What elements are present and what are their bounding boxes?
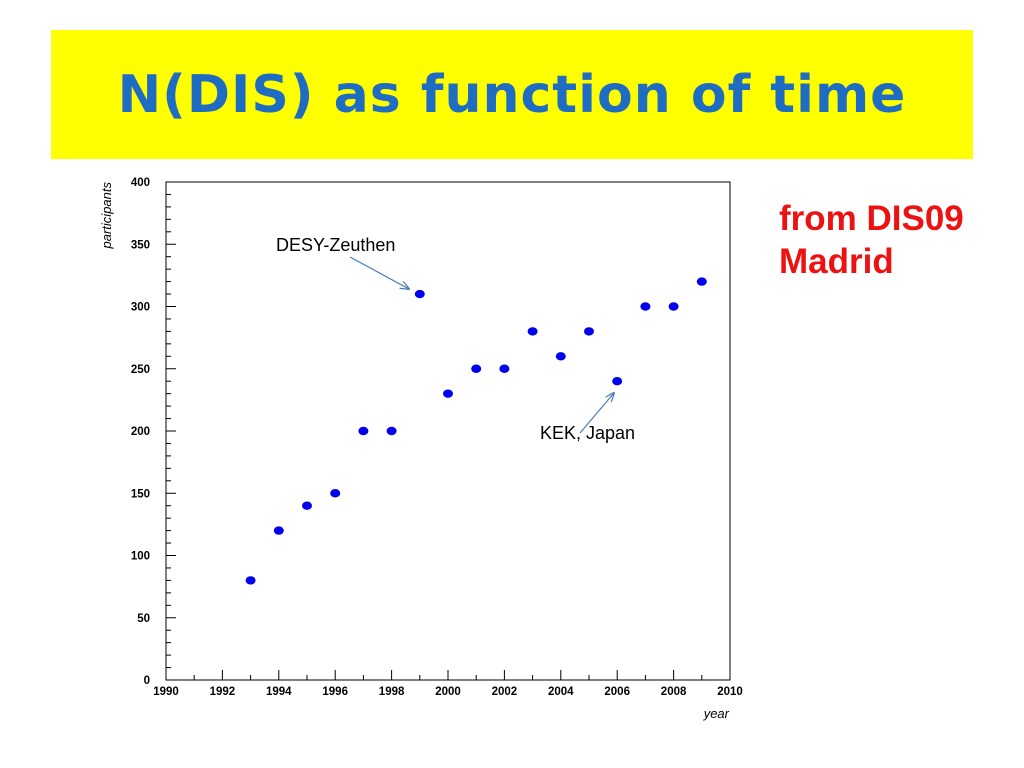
annotations: DESY-Zeuthen KEK, Japan <box>276 235 635 443</box>
tick-marks <box>165 181 731 681</box>
data-point <box>414 289 425 299</box>
x-tick-label: 2002 <box>492 686 518 698</box>
source-note-line-1: from DIS09 <box>779 199 964 238</box>
data-points <box>245 277 707 585</box>
data-point <box>273 526 284 535</box>
plot-frame <box>165 181 731 681</box>
x-tick-label: 2008 <box>661 686 687 698</box>
x-tick-label: 1992 <box>210 686 236 698</box>
data-point <box>640 302 651 311</box>
annotation-arrow-kek-japan <box>579 393 614 434</box>
y-axis-title: participants <box>99 182 114 250</box>
data-point <box>443 389 453 398</box>
y-tick-label: 50 <box>137 613 150 625</box>
annotation-kek-japan: KEK, Japan <box>540 423 635 443</box>
data-point <box>555 352 566 361</box>
data-point <box>330 489 341 498</box>
data-point <box>527 327 538 336</box>
slide-title: N(DIS) as function of time <box>117 64 907 125</box>
y-tick-label: 150 <box>131 488 150 500</box>
x-tick-label: 1994 <box>266 686 292 698</box>
y-tick-label: 300 <box>131 302 150 314</box>
x-tick-label: 2010 <box>717 686 743 698</box>
y-tick-label: 100 <box>131 551 150 563</box>
data-point <box>499 364 510 373</box>
x-tick-label: 1990 <box>153 686 179 698</box>
y-tick-label: 250 <box>131 364 150 376</box>
data-point <box>612 377 623 386</box>
y-tick-label: 350 <box>131 239 150 251</box>
x-tick-label: 1998 <box>379 686 405 698</box>
y-tick-label: 0 <box>144 675 150 687</box>
x-tick-label: 1996 <box>322 686 348 698</box>
data-point <box>386 426 397 436</box>
source-note: from DIS09 Madrid <box>779 197 964 283</box>
data-point <box>302 501 312 510</box>
x-tick-label: 2000 <box>435 686 461 698</box>
x-axis-title: year <box>703 706 730 721</box>
x-tick-labels: 1990 1992 1994 1996 1998 2000 2002 2004 2006 2008… <box>153 686 743 698</box>
data-point <box>584 327 594 336</box>
title-banner: N(DIS) as function of time <box>51 30 973 159</box>
data-point <box>245 576 256 585</box>
x-tick-label: 2006 <box>604 686 630 698</box>
data-point <box>471 364 482 373</box>
data-point <box>358 426 369 436</box>
data-point <box>668 302 679 311</box>
x-tick-label: 2004 <box>548 686 574 698</box>
y-tick-labels: 0 50 100 150 200 250 300 350 400 <box>131 177 150 687</box>
data-point <box>696 277 707 286</box>
annotation-arrow-desy-zeuthen <box>349 256 409 289</box>
source-note-line-2: Madrid <box>779 242 894 281</box>
y-tick-label: 400 <box>131 177 150 189</box>
annotation-desy-zeuthen: DESY-Zeuthen <box>276 235 395 255</box>
y-tick-label: 200 <box>131 426 150 438</box>
